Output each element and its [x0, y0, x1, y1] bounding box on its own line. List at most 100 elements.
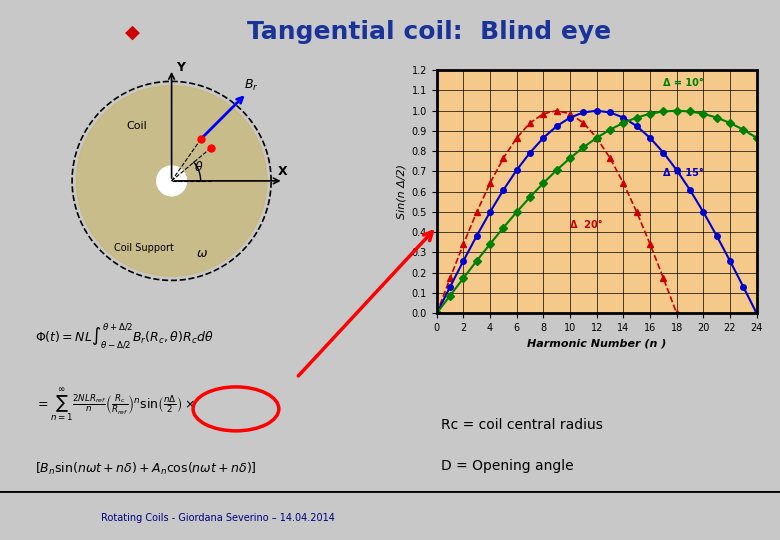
- Δ = 15°: [686, 187, 695, 193]
- Δ = 15°: [566, 114, 575, 121]
- Circle shape: [157, 166, 186, 196]
- Text: ω: ω: [197, 247, 207, 260]
- Text: $= \sum_{n=1}^{\infty} \frac{2NLR_{ref}}{n} \left(\frac{R_c}{R_{ref}}\right)^n \: $= \sum_{n=1}^{\infty} \frac{2NLR_{ref}}…: [35, 387, 195, 424]
- Δ = 15°: [739, 284, 748, 290]
- Line: Δ = 15°: Δ = 15°: [434, 108, 760, 316]
- Y-axis label: Sin(n Δ/2): Sin(n Δ/2): [396, 164, 406, 219]
- Δ = 10°: [605, 126, 615, 133]
- Δ = 15°: [672, 167, 682, 173]
- Text: Rc = coil central radius: Rc = coil central radius: [441, 418, 603, 432]
- Δ  20°: [645, 241, 654, 247]
- Δ  20°: [725, 440, 735, 447]
- Text: Tangential coil:  Blind eye: Tangential coil: Blind eye: [247, 21, 611, 44]
- Δ = 10°: [645, 111, 654, 117]
- Δ = 15°: [725, 258, 735, 264]
- Δ = 10°: [526, 194, 535, 200]
- X-axis label: Harmonic Number (n ): Harmonic Number (n ): [527, 339, 666, 348]
- Δ = 10°: [686, 108, 695, 114]
- Δ  20°: [712, 411, 722, 418]
- Δ  20°: [699, 379, 708, 386]
- Δ = 15°: [712, 232, 722, 239]
- Δ = 10°: [566, 155, 575, 161]
- Δ = 10°: [552, 167, 562, 173]
- Δ = 15°: [432, 310, 441, 316]
- Δ = 10°: [432, 310, 441, 316]
- Δ  20°: [485, 180, 495, 186]
- Δ = 10°: [672, 107, 682, 114]
- Δ = 15°: [699, 208, 708, 215]
- Δ  20°: [539, 111, 548, 117]
- Δ = 15°: [498, 187, 508, 193]
- Δ  20°: [579, 120, 588, 126]
- Δ  20°: [512, 134, 521, 141]
- Δ = 10°: [712, 114, 722, 121]
- Δ = 10°: [752, 134, 761, 141]
- Δ = 15°: [632, 123, 641, 130]
- Line: Δ = 10°: Δ = 10°: [434, 108, 760, 316]
- Δ = 10°: [739, 126, 748, 133]
- Text: Δ = 10°: Δ = 10°: [663, 78, 704, 89]
- Δ  20°: [605, 155, 615, 161]
- Δ = 15°: [552, 123, 562, 130]
- Δ  20°: [552, 107, 562, 114]
- Δ = 15°: [539, 134, 548, 141]
- Δ = 10°: [725, 120, 735, 126]
- Δ = 10°: [579, 144, 588, 151]
- Text: ◆: ◆: [125, 23, 140, 42]
- Δ = 10°: [472, 258, 481, 264]
- Δ  20°: [526, 120, 535, 126]
- Text: $\left[B_n \sin(n\omega t + n\delta) + A_n \cos(n\omega t + n\delta)\right]$: $\left[B_n \sin(n\omega t + n\delta) + A…: [35, 461, 257, 477]
- Δ  20°: [566, 111, 575, 117]
- Δ  20°: [432, 310, 441, 316]
- Δ = 15°: [512, 167, 521, 173]
- Text: Δ  20°: Δ 20°: [570, 220, 603, 230]
- Δ  20°: [658, 275, 668, 281]
- Text: $\Phi(t) = NL \int_{\theta-\Delta/2}^{\theta+\Delta/2} B_r(R_c,\theta)R_c d\thet: $\Phi(t) = NL \int_{\theta-\Delta/2}^{\t…: [35, 321, 214, 349]
- Δ = 15°: [445, 284, 455, 290]
- Text: Y: Y: [176, 62, 185, 75]
- Δ  20°: [459, 241, 468, 247]
- Δ = 10°: [512, 209, 521, 215]
- Δ = 15°: [485, 209, 495, 215]
- Δ = 10°: [445, 292, 455, 299]
- Δ = 15°: [619, 114, 628, 121]
- Δ = 10°: [485, 241, 495, 247]
- Circle shape: [76, 85, 267, 276]
- Δ = 15°: [592, 107, 601, 114]
- Δ = 10°: [658, 108, 668, 114]
- Δ = 15°: [459, 258, 468, 264]
- Text: X: X: [278, 165, 287, 178]
- Δ = 15°: [752, 310, 761, 316]
- Text: Coil: Coil: [126, 122, 147, 131]
- Text: θ: θ: [195, 161, 203, 174]
- Δ = 10°: [619, 120, 628, 126]
- Text: Rotating Coils - Giordana Severino – 14.04.2014: Rotating Coils - Giordana Severino – 14.…: [101, 513, 335, 523]
- Δ  20°: [498, 155, 508, 161]
- Δ = 10°: [699, 111, 708, 117]
- Δ = 10°: [592, 134, 601, 141]
- Δ  20°: [632, 209, 641, 215]
- Text: D = Opening angle: D = Opening angle: [441, 459, 573, 472]
- Δ  20°: [686, 345, 695, 352]
- Line: Δ  20°: Δ 20°: [434, 108, 760, 491]
- Δ = 10°: [632, 114, 641, 121]
- Δ  20°: [592, 134, 601, 141]
- Δ = 15°: [472, 232, 481, 239]
- Δ = 15°: [579, 109, 588, 116]
- Text: Δ = 15°: Δ = 15°: [663, 167, 704, 178]
- Δ  20°: [445, 275, 455, 281]
- Δ  20°: [752, 485, 761, 492]
- Δ = 15°: [526, 149, 535, 156]
- Δ = 15°: [645, 134, 654, 141]
- Δ = 15°: [605, 109, 615, 116]
- Δ = 10°: [459, 275, 468, 281]
- Δ = 10°: [539, 180, 548, 186]
- Text: Coil Support: Coil Support: [114, 244, 173, 253]
- Δ  20°: [672, 310, 682, 316]
- Δ  20°: [739, 465, 748, 471]
- Δ = 15°: [658, 149, 668, 156]
- Δ  20°: [619, 180, 628, 186]
- Δ  20°: [472, 209, 481, 215]
- Δ = 10°: [498, 225, 508, 231]
- Text: $B_r$: $B_r$: [244, 78, 259, 93]
